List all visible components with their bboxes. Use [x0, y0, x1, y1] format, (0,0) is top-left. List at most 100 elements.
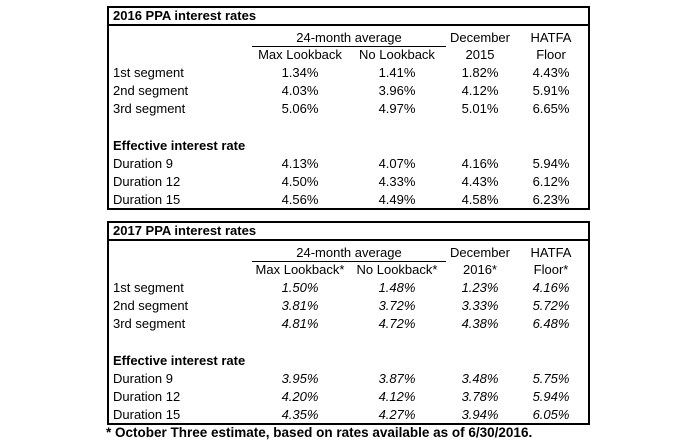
rate-value: 6.23% [532, 191, 570, 207]
table-title: 2017 PPA interest rates [108, 222, 590, 242]
table-row-2nd-segment: 2nd segment 3.81% 3.72% 3.33% 5.72% [108, 297, 589, 315]
table-title-row: 2017 PPA interest rates [108, 222, 590, 242]
rate-value: 4.43% [461, 174, 499, 190]
row-label: 3rd segment [113, 316, 186, 332]
rate-value: 3.78% [461, 389, 499, 405]
row-label: Duration 9 [113, 156, 173, 172]
header-row-group: 24-month average December HATFA [108, 240, 589, 262]
table-row-duration-15: Duration 15 4.56% 4.49% 4.58% 6.23% [108, 191, 589, 209]
table-row-duration-9: Duration 9 4.13% 4.07% 4.16% 5.94% [108, 155, 589, 173]
rate-value: 4.27% [378, 406, 416, 422]
empty-cell [108, 240, 252, 261]
rate-value: 4.81% [281, 316, 319, 332]
row-label: Duration 12 [113, 174, 181, 190]
rate-value: 5.75% [532, 371, 570, 387]
rate-value: 6.65% [532, 101, 570, 117]
rate-value: 4.07% [378, 156, 416, 172]
hatfa-column-header: HATFA [530, 30, 572, 45]
group-header-24-month-average: 24-month average [252, 25, 446, 47]
rate-value: 4.16% [461, 156, 499, 172]
spacer-row [108, 333, 589, 352]
no-lookback-header: No Lookback* [356, 262, 438, 278]
row-label: Duration 15 [113, 191, 181, 207]
rate-value: 4.56% [281, 191, 319, 207]
ppa-table-2017: 2017 PPA interest rates 24-month average… [107, 221, 591, 426]
empty-cell [108, 46, 252, 64]
rate-value: 1.23% [461, 280, 499, 296]
rate-value: 4.12% [378, 389, 416, 405]
rate-value: 6.48% [532, 316, 570, 332]
row-label: 3rd segment [113, 101, 186, 117]
rate-value: 1.50% [281, 280, 319, 296]
rate-value: 5.01% [461, 101, 499, 117]
rate-value: 4.38% [461, 316, 499, 332]
table-row-3rd-segment: 3rd segment 4.81% 4.72% 4.38% 6.48% [108, 315, 589, 333]
empty-cell [108, 261, 252, 279]
rate-value: 4.50% [281, 174, 319, 190]
rate-value: 5.06% [281, 101, 319, 117]
rate-value: 4.33% [378, 174, 416, 190]
rate-value: 1.41% [378, 65, 416, 81]
rate-value: 6.12% [532, 174, 570, 190]
empty-cell [108, 25, 252, 46]
spacer-row [108, 118, 589, 137]
rate-value: 4.58% [461, 191, 499, 207]
table-row-duration-12: Duration 12 4.20% 4.12% 3.78% 5.94% [108, 388, 589, 406]
rate-value: 6.05% [532, 406, 570, 422]
section-header-row: Effective interest rate [108, 352, 589, 370]
rate-value: 4.97% [378, 101, 416, 117]
floor-subheader: Floor [536, 47, 566, 63]
rate-value: 4.20% [281, 389, 319, 405]
max-lookback-header: Max Lookback [258, 47, 342, 63]
section-header-effective-interest-rate: Effective interest rate [113, 353, 246, 369]
rate-value: 1.48% [378, 280, 416, 296]
rate-value: 4.03% [281, 83, 319, 99]
table-row-1st-segment: 1st segment 1.34% 1.41% 1.82% 4.43% [108, 64, 589, 82]
rate-value: 3.33% [461, 298, 499, 314]
empty-cell [108, 333, 589, 352]
rate-value: 4.35% [281, 406, 319, 422]
rate-value: 3.72% [378, 298, 416, 314]
empty-cell [108, 118, 589, 137]
row-label: 2nd segment [113, 298, 189, 314]
section-header-row: Effective interest rate [108, 137, 589, 155]
header-row-sub: Max Lookback* No Lookback* 2016* Floor* [108, 261, 589, 279]
row-label: 2nd segment [113, 83, 189, 99]
table-row-1st-segment: 1st segment 1.50% 1.48% 1.23% 4.16% [108, 279, 589, 297]
header-row-group: 24-month average December HATFA [108, 25, 589, 47]
rate-value: 5.94% [532, 389, 570, 405]
row-label: 1st segment [113, 65, 184, 81]
rate-value: 3.81% [281, 298, 319, 314]
row-label: 1st segment [113, 280, 184, 296]
table-row-duration-12: Duration 12 4.50% 4.33% 4.43% 6.12% [108, 173, 589, 191]
rate-value: 4.13% [281, 156, 319, 172]
rate-value: 4.72% [378, 316, 416, 332]
group-header-24-month-average: 24-month average [252, 240, 446, 262]
december-column-header: December [450, 30, 510, 45]
rate-value: 3.94% [461, 406, 499, 422]
rate-value: 3.48% [461, 371, 499, 387]
section-header-effective-interest-rate: Effective interest rate [113, 138, 246, 154]
footnote: * October Three estimate, based on rates… [106, 425, 533, 440]
row-label: Duration 12 [113, 389, 181, 405]
header-row-sub: Max Lookback No Lookback 2015 Floor [108, 46, 589, 64]
period-subheader: 2015 [465, 47, 495, 63]
rate-value: 5.91% [532, 83, 570, 99]
rate-value: 3.96% [378, 83, 416, 99]
table-title: 2016 PPA interest rates [108, 7, 590, 27]
december-column-header: December [450, 245, 510, 260]
table-row-duration-15: Duration 15 4.35% 4.27% 3.94% 6.05% [108, 406, 589, 424]
rate-value: 1.34% [281, 65, 319, 81]
rate-value: 3.95% [281, 371, 319, 387]
no-lookback-header: No Lookback [359, 47, 435, 63]
rate-value: 5.72% [532, 298, 570, 314]
floor-subheader: Floor* [533, 262, 569, 278]
rate-value: 5.94% [532, 156, 570, 172]
rate-value: 4.43% [532, 65, 570, 81]
rate-value: 4.49% [378, 191, 416, 207]
hatfa-column-header: HATFA [530, 245, 572, 260]
rate-value: 4.16% [532, 280, 570, 296]
table-row-2nd-segment: 2nd segment 4.03% 3.96% 4.12% 5.91% [108, 82, 589, 100]
period-subheader: 2016* [463, 262, 497, 278]
table-title-row: 2016 PPA interest rates [108, 7, 590, 27]
